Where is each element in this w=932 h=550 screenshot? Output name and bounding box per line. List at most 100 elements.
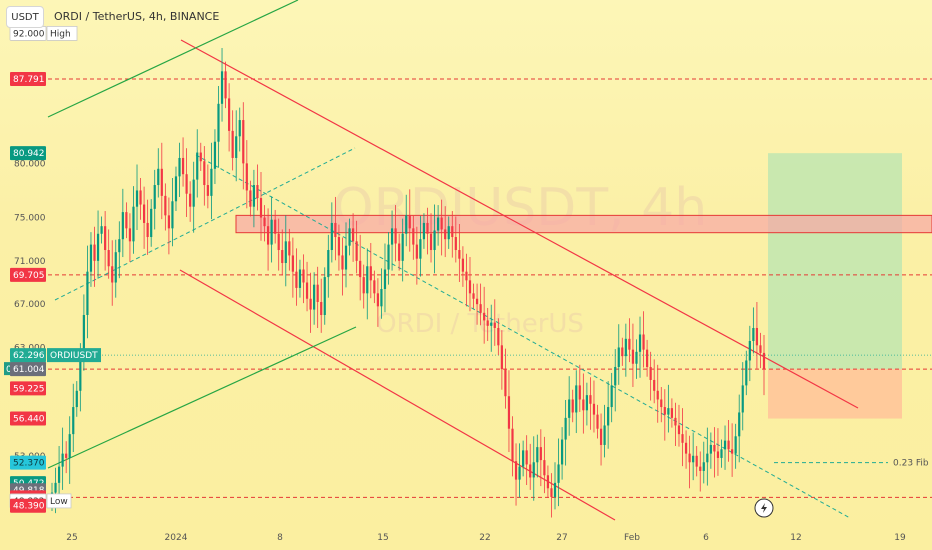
candle-body (387, 244, 390, 270)
candle-body (550, 488, 553, 497)
candle-body (263, 217, 266, 227)
candle-body (532, 462, 535, 478)
candle-body (270, 219, 273, 245)
currency-button[interactable]: USDT (6, 6, 44, 28)
candle-body (93, 244, 96, 261)
candle-body (107, 250, 110, 267)
candle-body (603, 425, 606, 445)
x-tick-label: 2024 (165, 533, 188, 543)
candle-body (164, 195, 167, 216)
fib-label: 0.23 Fib (893, 459, 929, 469)
candle-body (607, 407, 610, 426)
candle-body (160, 168, 163, 196)
candle-body (493, 322, 496, 328)
candle-body (490, 322, 493, 326)
candle-body (54, 482, 57, 493)
candle-body (68, 434, 71, 458)
price-label-text: 61.004 (13, 365, 45, 375)
x-tick-label: 22 (479, 533, 490, 543)
candle-body (447, 226, 450, 240)
price-label-text: 92.000 (13, 29, 45, 39)
candle-body (277, 233, 280, 251)
candle-body (288, 241, 291, 256)
candle-body (224, 71, 227, 99)
channel-upper (180, 39, 859, 409)
candle-body (525, 450, 528, 465)
candle-body (738, 412, 741, 437)
price-label: 80.942 (10, 146, 46, 161)
candle-body (373, 280, 376, 294)
candle-body (716, 451, 720, 458)
candle-body (320, 302, 323, 315)
y-tick-label: 67.000 (14, 300, 46, 310)
candle-body (249, 190, 252, 207)
candle-body (422, 222, 426, 240)
candle-body (210, 168, 213, 196)
candle-body (702, 462, 705, 471)
x-axis: 25 2024 8 15 22 27 Feb 6 12 19 (66, 533, 906, 543)
candle-body (390, 228, 394, 245)
candle-body (734, 436, 737, 454)
candle-body (468, 280, 472, 294)
candle-body (196, 152, 199, 180)
candle-body (132, 206, 135, 242)
candle-body (231, 130, 234, 158)
candle-body (585, 395, 588, 411)
candle-body (575, 385, 578, 413)
mid-dashed-left (54, 147, 356, 301)
price-label-text: 48.390 (13, 502, 45, 512)
candle-body (394, 228, 397, 244)
candle-body (383, 269, 387, 290)
candle-body (706, 453, 709, 463)
candle-body (529, 464, 532, 478)
candle-body (302, 269, 305, 283)
target-zone (768, 153, 902, 370)
price-label-text: 69.705 (13, 271, 45, 281)
candle-body (497, 327, 500, 346)
candle-body (203, 161, 206, 186)
candle-body (546, 475, 550, 489)
candle-body (500, 345, 503, 370)
x-tick-label: 8 (277, 533, 283, 543)
candle-body (153, 185, 156, 209)
candle-body (621, 347, 624, 357)
candle-body (415, 244, 418, 259)
candle-body (146, 222, 149, 238)
candle-body (79, 358, 82, 391)
candle-body (359, 260, 362, 278)
price-label: 92.000 High (9, 26, 78, 41)
candle-body (543, 460, 546, 476)
candle-body (614, 366, 617, 386)
price-label-text: 59.225 (13, 384, 45, 394)
candle-body (433, 230, 436, 251)
candle-body (57, 466, 61, 483)
candle-body (692, 455, 695, 463)
candle-body (380, 289, 383, 307)
candle-body (755, 327, 759, 346)
candle-body (143, 204, 146, 223)
candle-body (408, 215, 411, 229)
candle-body (752, 327, 755, 341)
candle-body (472, 293, 475, 299)
candle-body (419, 239, 422, 259)
candle-body (150, 208, 153, 238)
candle-body (670, 408, 673, 418)
candle-body (348, 228, 351, 246)
candle-body (309, 298, 312, 310)
candle-body (759, 345, 762, 353)
candle-body (426, 222, 429, 234)
candle-body (429, 233, 433, 251)
candle-body (337, 237, 341, 256)
price-label: 87.791 (10, 72, 46, 86)
candle-body (334, 222, 337, 238)
candle-body (514, 461, 518, 480)
candle-body (748, 340, 751, 361)
candle-body (631, 349, 635, 364)
candle-body (128, 228, 132, 242)
candle-body (369, 266, 372, 281)
candle-body (638, 334, 642, 352)
candle-body (86, 271, 89, 315)
mid-dashed-channel (195, 154, 851, 519)
